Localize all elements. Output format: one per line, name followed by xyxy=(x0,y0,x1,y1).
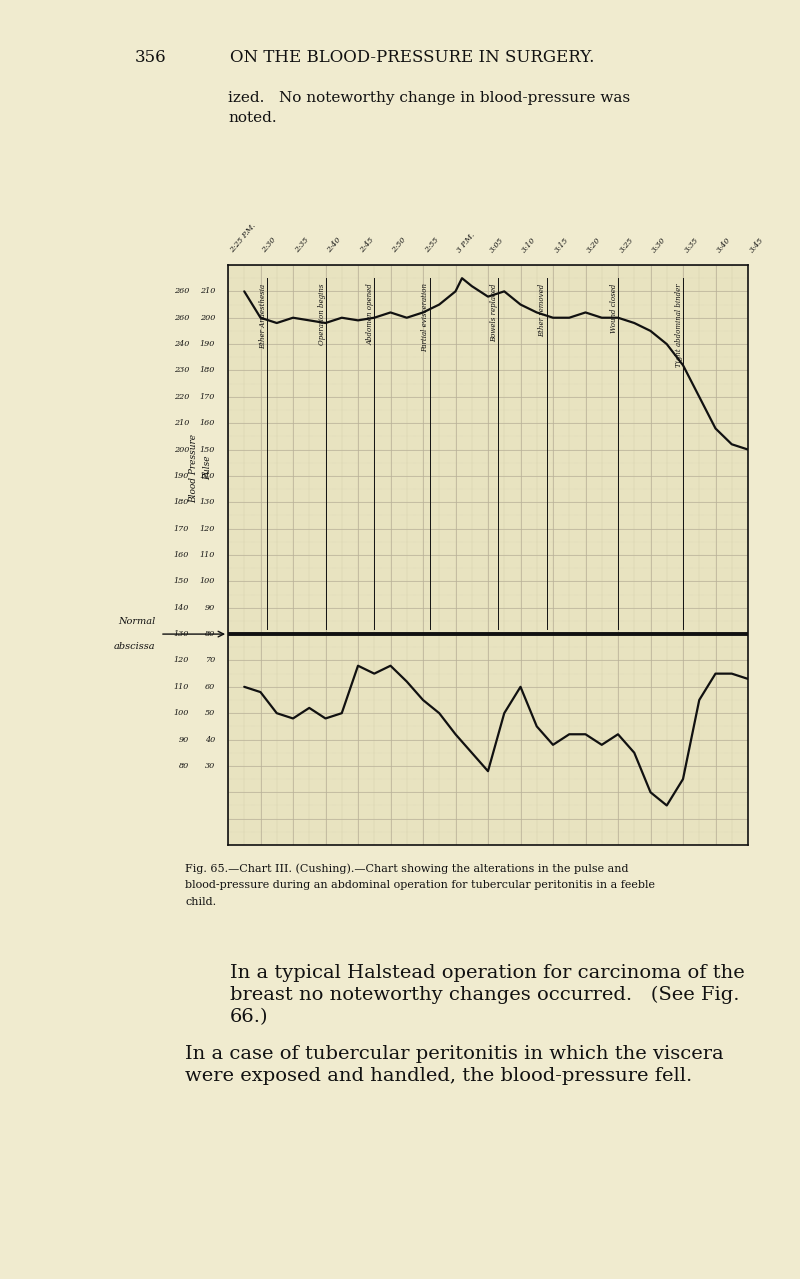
Text: blood-pressure during an abdominal operation for tubercular peritonitis in a fee: blood-pressure during an abdominal opera… xyxy=(185,880,655,890)
Text: 190: 190 xyxy=(174,472,189,480)
Text: 110: 110 xyxy=(200,551,215,559)
Text: 66.): 66.) xyxy=(230,1008,269,1026)
Text: 2:45: 2:45 xyxy=(358,237,375,255)
Text: 210: 210 xyxy=(174,420,189,427)
Text: 160: 160 xyxy=(174,551,189,559)
Text: 260: 260 xyxy=(174,288,189,295)
Text: Operation begins: Operation begins xyxy=(318,284,326,345)
Text: 200: 200 xyxy=(200,313,215,322)
Text: 80: 80 xyxy=(205,631,215,638)
Text: 260: 260 xyxy=(174,313,189,322)
Text: Pulse: Pulse xyxy=(203,455,213,481)
Text: 3:25: 3:25 xyxy=(618,237,635,255)
Text: 30: 30 xyxy=(205,762,215,770)
Text: 130: 130 xyxy=(200,499,215,506)
Text: Blood Pressure: Blood Pressure xyxy=(190,434,198,503)
Text: Tight abdominal binder: Tight abdominal binder xyxy=(675,284,683,367)
Text: abscissa: abscissa xyxy=(114,642,155,651)
Text: 230: 230 xyxy=(174,367,189,375)
Text: ized.   No noteworthy change in blood-pressure was: ized. No noteworthy change in blood-pres… xyxy=(228,91,630,105)
Text: 180: 180 xyxy=(174,499,189,506)
Text: 140: 140 xyxy=(200,472,215,480)
Text: Wound closed: Wound closed xyxy=(610,284,618,333)
Text: 170: 170 xyxy=(174,524,189,532)
Text: 2:55: 2:55 xyxy=(423,237,440,255)
Text: 150: 150 xyxy=(174,577,189,586)
Text: breast no noteworthy changes occurred.   (See Fig.: breast no noteworthy changes occurred. (… xyxy=(230,986,739,1004)
Text: 180: 180 xyxy=(200,367,215,375)
Text: 3:30: 3:30 xyxy=(650,237,668,255)
Text: 190: 190 xyxy=(200,340,215,348)
Text: 3 P.M.: 3 P.M. xyxy=(455,231,477,255)
Text: 50: 50 xyxy=(205,709,215,718)
Text: noted.: noted. xyxy=(228,111,277,125)
Text: 60: 60 xyxy=(205,683,215,691)
Text: 120: 120 xyxy=(174,656,189,665)
Text: Ether removed: Ether removed xyxy=(538,284,546,336)
Text: were exposed and handled, the blood-pressure fell.: were exposed and handled, the blood-pres… xyxy=(185,1067,692,1085)
Text: 240: 240 xyxy=(174,340,189,348)
Text: Abdomen opened: Abdomen opened xyxy=(366,284,374,345)
Text: 120: 120 xyxy=(200,524,215,532)
Text: 3:15: 3:15 xyxy=(553,237,570,255)
Text: 2:40: 2:40 xyxy=(326,237,342,255)
Text: Bowels replaced: Bowels replaced xyxy=(490,284,498,341)
Text: 3:05: 3:05 xyxy=(488,237,506,255)
Text: 200: 200 xyxy=(174,445,189,454)
Text: 3:45: 3:45 xyxy=(748,237,766,255)
Text: Ether Anaesthesia: Ether Anaesthesia xyxy=(259,284,267,349)
Text: Fig. 65.—Chart III. (Cushing).—Chart showing the alterations in the pulse and: Fig. 65.—Chart III. (Cushing).—Chart sho… xyxy=(185,863,629,874)
Text: In a case of tubercular peritonitis in which the viscera: In a case of tubercular peritonitis in w… xyxy=(185,1045,724,1063)
Text: 100: 100 xyxy=(174,709,189,718)
Text: 130: 130 xyxy=(174,631,189,638)
Text: 3:20: 3:20 xyxy=(586,237,602,255)
Text: 2:50: 2:50 xyxy=(390,237,408,255)
Text: 170: 170 xyxy=(200,393,215,400)
Text: 140: 140 xyxy=(174,604,189,611)
Text: 150: 150 xyxy=(200,445,215,454)
Text: 40: 40 xyxy=(205,735,215,743)
Text: 356: 356 xyxy=(135,49,166,67)
Text: 3:40: 3:40 xyxy=(715,237,733,255)
Text: 220: 220 xyxy=(174,393,189,400)
Text: 80: 80 xyxy=(178,762,189,770)
Text: Normal: Normal xyxy=(118,616,155,627)
Text: 110: 110 xyxy=(174,683,189,691)
Text: 100: 100 xyxy=(200,577,215,586)
Text: 70: 70 xyxy=(205,656,215,665)
Text: 90: 90 xyxy=(178,735,189,743)
Text: 90: 90 xyxy=(205,604,215,611)
Text: In a typical Halstead operation for carcinoma of the: In a typical Halstead operation for carc… xyxy=(230,964,745,982)
Text: ON THE BLOOD-PRESSURE IN SURGERY.: ON THE BLOOD-PRESSURE IN SURGERY. xyxy=(230,49,594,67)
Text: 2:35: 2:35 xyxy=(293,237,310,255)
Text: 210: 210 xyxy=(200,288,215,295)
Text: 160: 160 xyxy=(200,420,215,427)
Text: Partial evisceration: Partial evisceration xyxy=(422,284,430,353)
Text: 2:25 P.M.: 2:25 P.M. xyxy=(228,223,257,255)
Text: child.: child. xyxy=(185,897,216,907)
Text: 2:30: 2:30 xyxy=(261,237,278,255)
Text: 3:35: 3:35 xyxy=(683,237,700,255)
Text: 3:10: 3:10 xyxy=(521,237,538,255)
